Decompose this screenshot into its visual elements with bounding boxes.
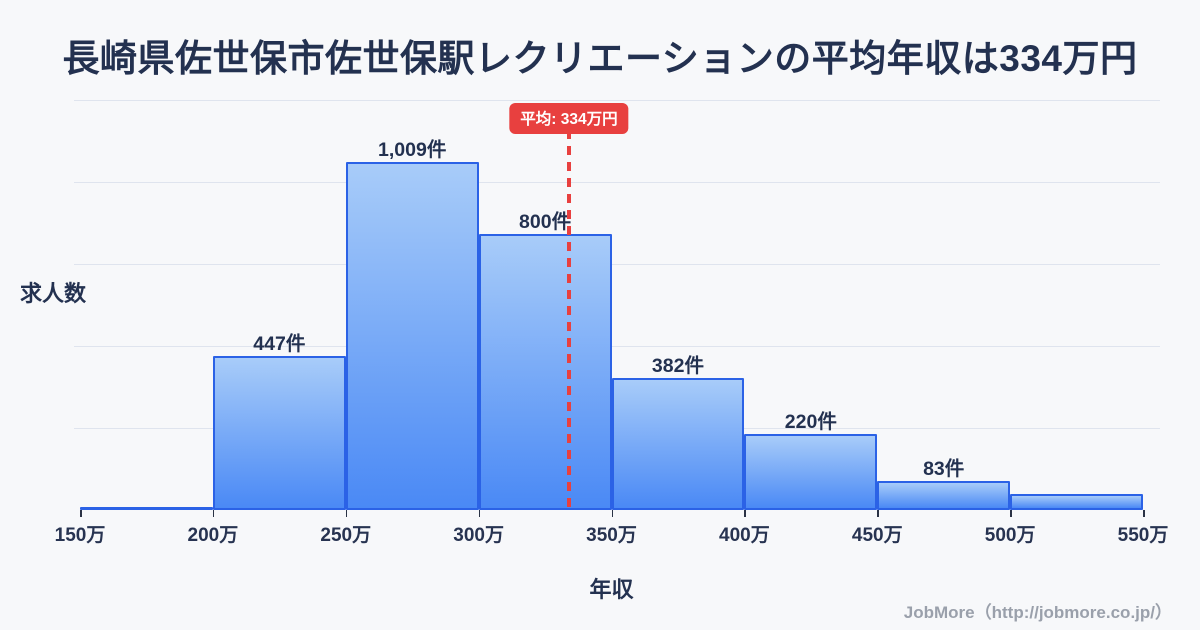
histogram-bar [1010, 494, 1143, 510]
gridline [74, 346, 1160, 347]
x-axis-tick [1010, 510, 1012, 517]
x-axis-tick-label: 350万 [586, 525, 637, 546]
x-axis-tick [877, 510, 879, 517]
bar-value-label: 1,009件 [378, 138, 447, 161]
bar-value-label: 83件 [923, 458, 965, 481]
x-axis-tick [1143, 510, 1145, 517]
x-axis-tick-label: 150万 [54, 525, 106, 546]
histogram-bar [744, 434, 878, 510]
bar-value-label: 382件 [651, 355, 704, 378]
x-axis-tick-label: 300万 [453, 525, 504, 546]
x-axis-tick-label: 200万 [187, 525, 239, 546]
y-axis-label: 求人数 [20, 281, 87, 306]
x-axis-tick [611, 510, 613, 517]
x-axis-tick-label: 400万 [719, 525, 770, 546]
x-axis-tick [345, 510, 348, 517]
histogram-bar [345, 161, 479, 510]
x-axis-tick-label: 550万 [1117, 525, 1169, 546]
mean-value-label: 平均: 334万円 [509, 103, 629, 134]
histogram-bar [611, 378, 745, 510]
footer-credit: JobMore（http://jobmore.co.jp/） [903, 603, 1172, 622]
mean-line [567, 130, 571, 510]
x-axis-tick-label: 450万 [851, 525, 903, 546]
bar-value-label: 447件 [253, 332, 306, 355]
x-axis-tick-label: 500万 [984, 525, 1036, 546]
x-axis-tick [478, 510, 481, 517]
x-axis-tick [80, 510, 82, 517]
chart-title: 長崎県佐世保市佐世保駅レクリエーションの平均年収は334万円 [62, 38, 1138, 79]
histogram-bar [212, 355, 346, 510]
x-axis-tick [212, 510, 215, 517]
histogram-bar [80, 506, 213, 510]
gridline [74, 182, 1160, 183]
bar-value-label: 220件 [784, 411, 837, 434]
x-axis-label: 年収 [589, 577, 634, 602]
histogram-bar [877, 481, 1011, 510]
x-axis-tick-label: 250万 [320, 525, 372, 546]
histogram-bar [478, 234, 612, 510]
gridline [74, 100, 1160, 101]
gridline [74, 264, 1160, 265]
bar-value-label: 800件 [519, 211, 572, 233]
x-axis-tick [744, 510, 746, 517]
